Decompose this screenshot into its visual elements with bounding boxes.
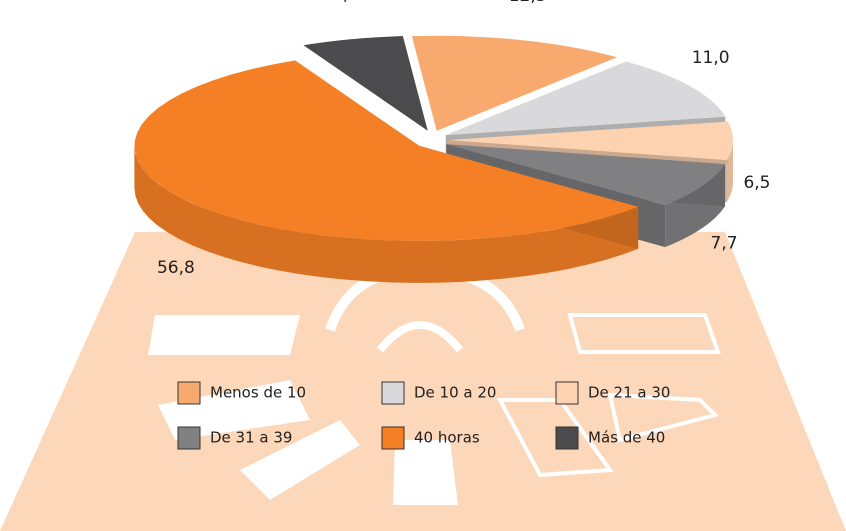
value-label: 5,8 <box>332 0 359 5</box>
slice-top <box>303 36 428 131</box>
legend-swatch <box>555 381 579 405</box>
slice-top <box>411 35 617 131</box>
value-label: 56,8 <box>157 258 195 278</box>
legend-label: Menos de 10 <box>210 384 306 402</box>
legend: Menos de 10 De 10 a 20 De 21 a 30 De 31 a 3… <box>177 381 670 450</box>
legend-label: De 10 a 20 <box>414 384 496 402</box>
slice-wall <box>726 140 733 203</box>
legend-label: De 21 a 30 <box>588 384 670 402</box>
legend-label: 40 horas <box>414 429 480 447</box>
legend-swatch <box>555 426 579 450</box>
legend-label: De 31 a 39 <box>210 429 292 447</box>
legend-swatch <box>177 381 201 405</box>
legend-swatch <box>381 381 405 405</box>
legend-swatch <box>381 426 405 450</box>
slice-top <box>445 61 726 136</box>
slice-top <box>134 60 639 241</box>
legend-swatch <box>177 426 201 450</box>
legend-label: Más de 40 <box>588 429 665 447</box>
background-decoration <box>0 232 846 531</box>
pie: 12,3 11,0 6,5 7,7 56,8 5,8 <box>134 0 771 283</box>
slice-top <box>447 121 733 161</box>
slice-top <box>446 144 725 206</box>
slice-wall <box>134 145 639 283</box>
value-label: 12,3 <box>509 0 547 6</box>
value-label: 6,5 <box>743 173 770 193</box>
value-label: 11,0 <box>692 48 730 68</box>
value-label: 7,7 <box>711 233 738 253</box>
